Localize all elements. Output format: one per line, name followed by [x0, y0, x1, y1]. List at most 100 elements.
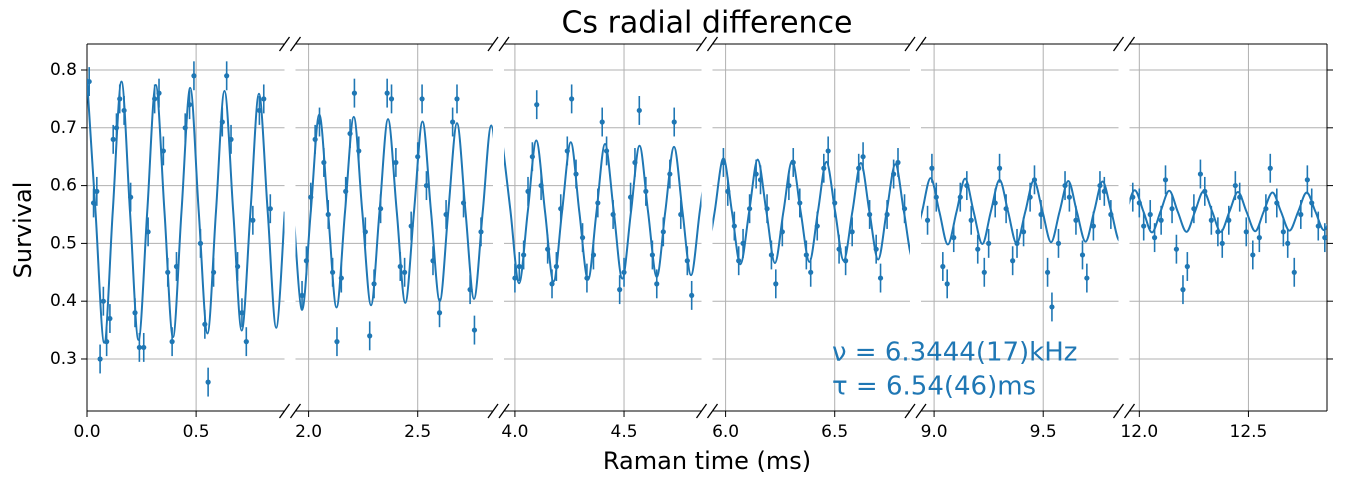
- y-tick-label: 0.4: [50, 291, 77, 311]
- data-point: [746, 206, 753, 212]
- data-point: [197, 240, 204, 246]
- data-point: [643, 188, 649, 194]
- data-point: [94, 188, 100, 194]
- data-point: [132, 310, 138, 316]
- data-point: [1280, 229, 1286, 235]
- data-point: [316, 119, 323, 125]
- data-point: [205, 379, 211, 385]
- data-point: [877, 275, 884, 281]
- data-point: [1322, 235, 1327, 241]
- data-point: [210, 269, 217, 275]
- data-point: [689, 292, 695, 299]
- data-point: [992, 200, 998, 206]
- x-tick-label: 2.0: [295, 422, 322, 442]
- data-point: [388, 96, 395, 102]
- data-point: [660, 229, 666, 235]
- fit-line: [1129, 189, 1327, 234]
- data-point: [250, 217, 256, 223]
- data-point: [1202, 188, 1208, 194]
- data-point: [160, 148, 166, 154]
- data-point: [951, 235, 957, 241]
- data-point: [584, 275, 590, 281]
- data-point: [90, 200, 97, 206]
- data-point: [1267, 165, 1273, 171]
- data-point: [423, 182, 430, 189]
- data-point: [564, 148, 570, 154]
- data-point: [1169, 206, 1175, 212]
- data-point: [569, 96, 575, 102]
- x-tick-label: 9.5: [1030, 422, 1057, 442]
- data-point: [895, 159, 901, 166]
- data-point: [367, 333, 373, 339]
- data-point: [415, 154, 421, 160]
- break-mark: [289, 403, 302, 419]
- panel-data: [712, 136, 910, 299]
- break-mark: [915, 36, 927, 52]
- data-point: [599, 119, 605, 125]
- data-point: [256, 107, 263, 114]
- data-point: [1079, 252, 1086, 258]
- data-point: [957, 194, 963, 200]
- data-point: [1256, 235, 1262, 241]
- data-point: [627, 194, 634, 200]
- data-point: [343, 188, 349, 194]
- data-point: [1232, 182, 1238, 189]
- data-point: [790, 159, 796, 166]
- data-point: [725, 188, 731, 194]
- data-point: [351, 90, 358, 96]
- data-point: [545, 246, 551, 252]
- data-point: [308, 194, 314, 200]
- data-point: [1108, 211, 1114, 218]
- y-tick-label: 0.3: [50, 349, 77, 369]
- data-point: [408, 223, 414, 229]
- y-tick-label: 0.8: [50, 60, 77, 80]
- break-mark: [904, 36, 916, 52]
- data-point: [228, 136, 234, 142]
- data-point: [929, 165, 935, 171]
- data-point: [239, 310, 245, 316]
- data-point: [121, 107, 127, 114]
- data-point: [136, 344, 142, 351]
- data-point: [467, 287, 473, 293]
- data-point: [667, 171, 673, 177]
- y-tick-label: 0.5: [50, 233, 77, 253]
- data-point: [1055, 240, 1062, 246]
- data-point: [460, 200, 467, 206]
- data-point: [768, 252, 775, 258]
- panel-data: [295, 78, 493, 357]
- data-point: [832, 200, 838, 206]
- data-point: [1315, 223, 1321, 229]
- data-point: [558, 206, 564, 212]
- data-point: [145, 229, 151, 235]
- data-point: [1197, 171, 1204, 177]
- data-point: [996, 165, 1003, 171]
- data-point: [261, 96, 267, 102]
- data-point: [764, 206, 770, 212]
- x-tick-label: 2.5: [404, 422, 431, 442]
- y-tick-label: 0.7: [50, 118, 77, 138]
- break-mark: [498, 403, 510, 419]
- data-point: [430, 258, 436, 264]
- data-point: [964, 182, 970, 189]
- data-point: [104, 339, 110, 345]
- data-point: [1263, 206, 1269, 212]
- data-point: [1180, 287, 1186, 293]
- data-point: [944, 281, 950, 287]
- data-point: [803, 252, 809, 258]
- data-point: [521, 252, 527, 258]
- data-point: [821, 165, 827, 171]
- data-point: [549, 281, 555, 287]
- panel-data: [504, 84, 702, 310]
- data-point: [636, 107, 642, 114]
- data-point: [981, 269, 987, 275]
- break-mark: [695, 36, 708, 52]
- data-point: [1130, 194, 1136, 200]
- data-point: [1097, 182, 1103, 189]
- data-point: [843, 258, 849, 264]
- data-point: [1291, 269, 1297, 275]
- data-point: [873, 246, 879, 252]
- data-point: [595, 200, 601, 206]
- data-point: [529, 154, 535, 160]
- data-point: [329, 269, 336, 275]
- data-point: [1309, 200, 1315, 206]
